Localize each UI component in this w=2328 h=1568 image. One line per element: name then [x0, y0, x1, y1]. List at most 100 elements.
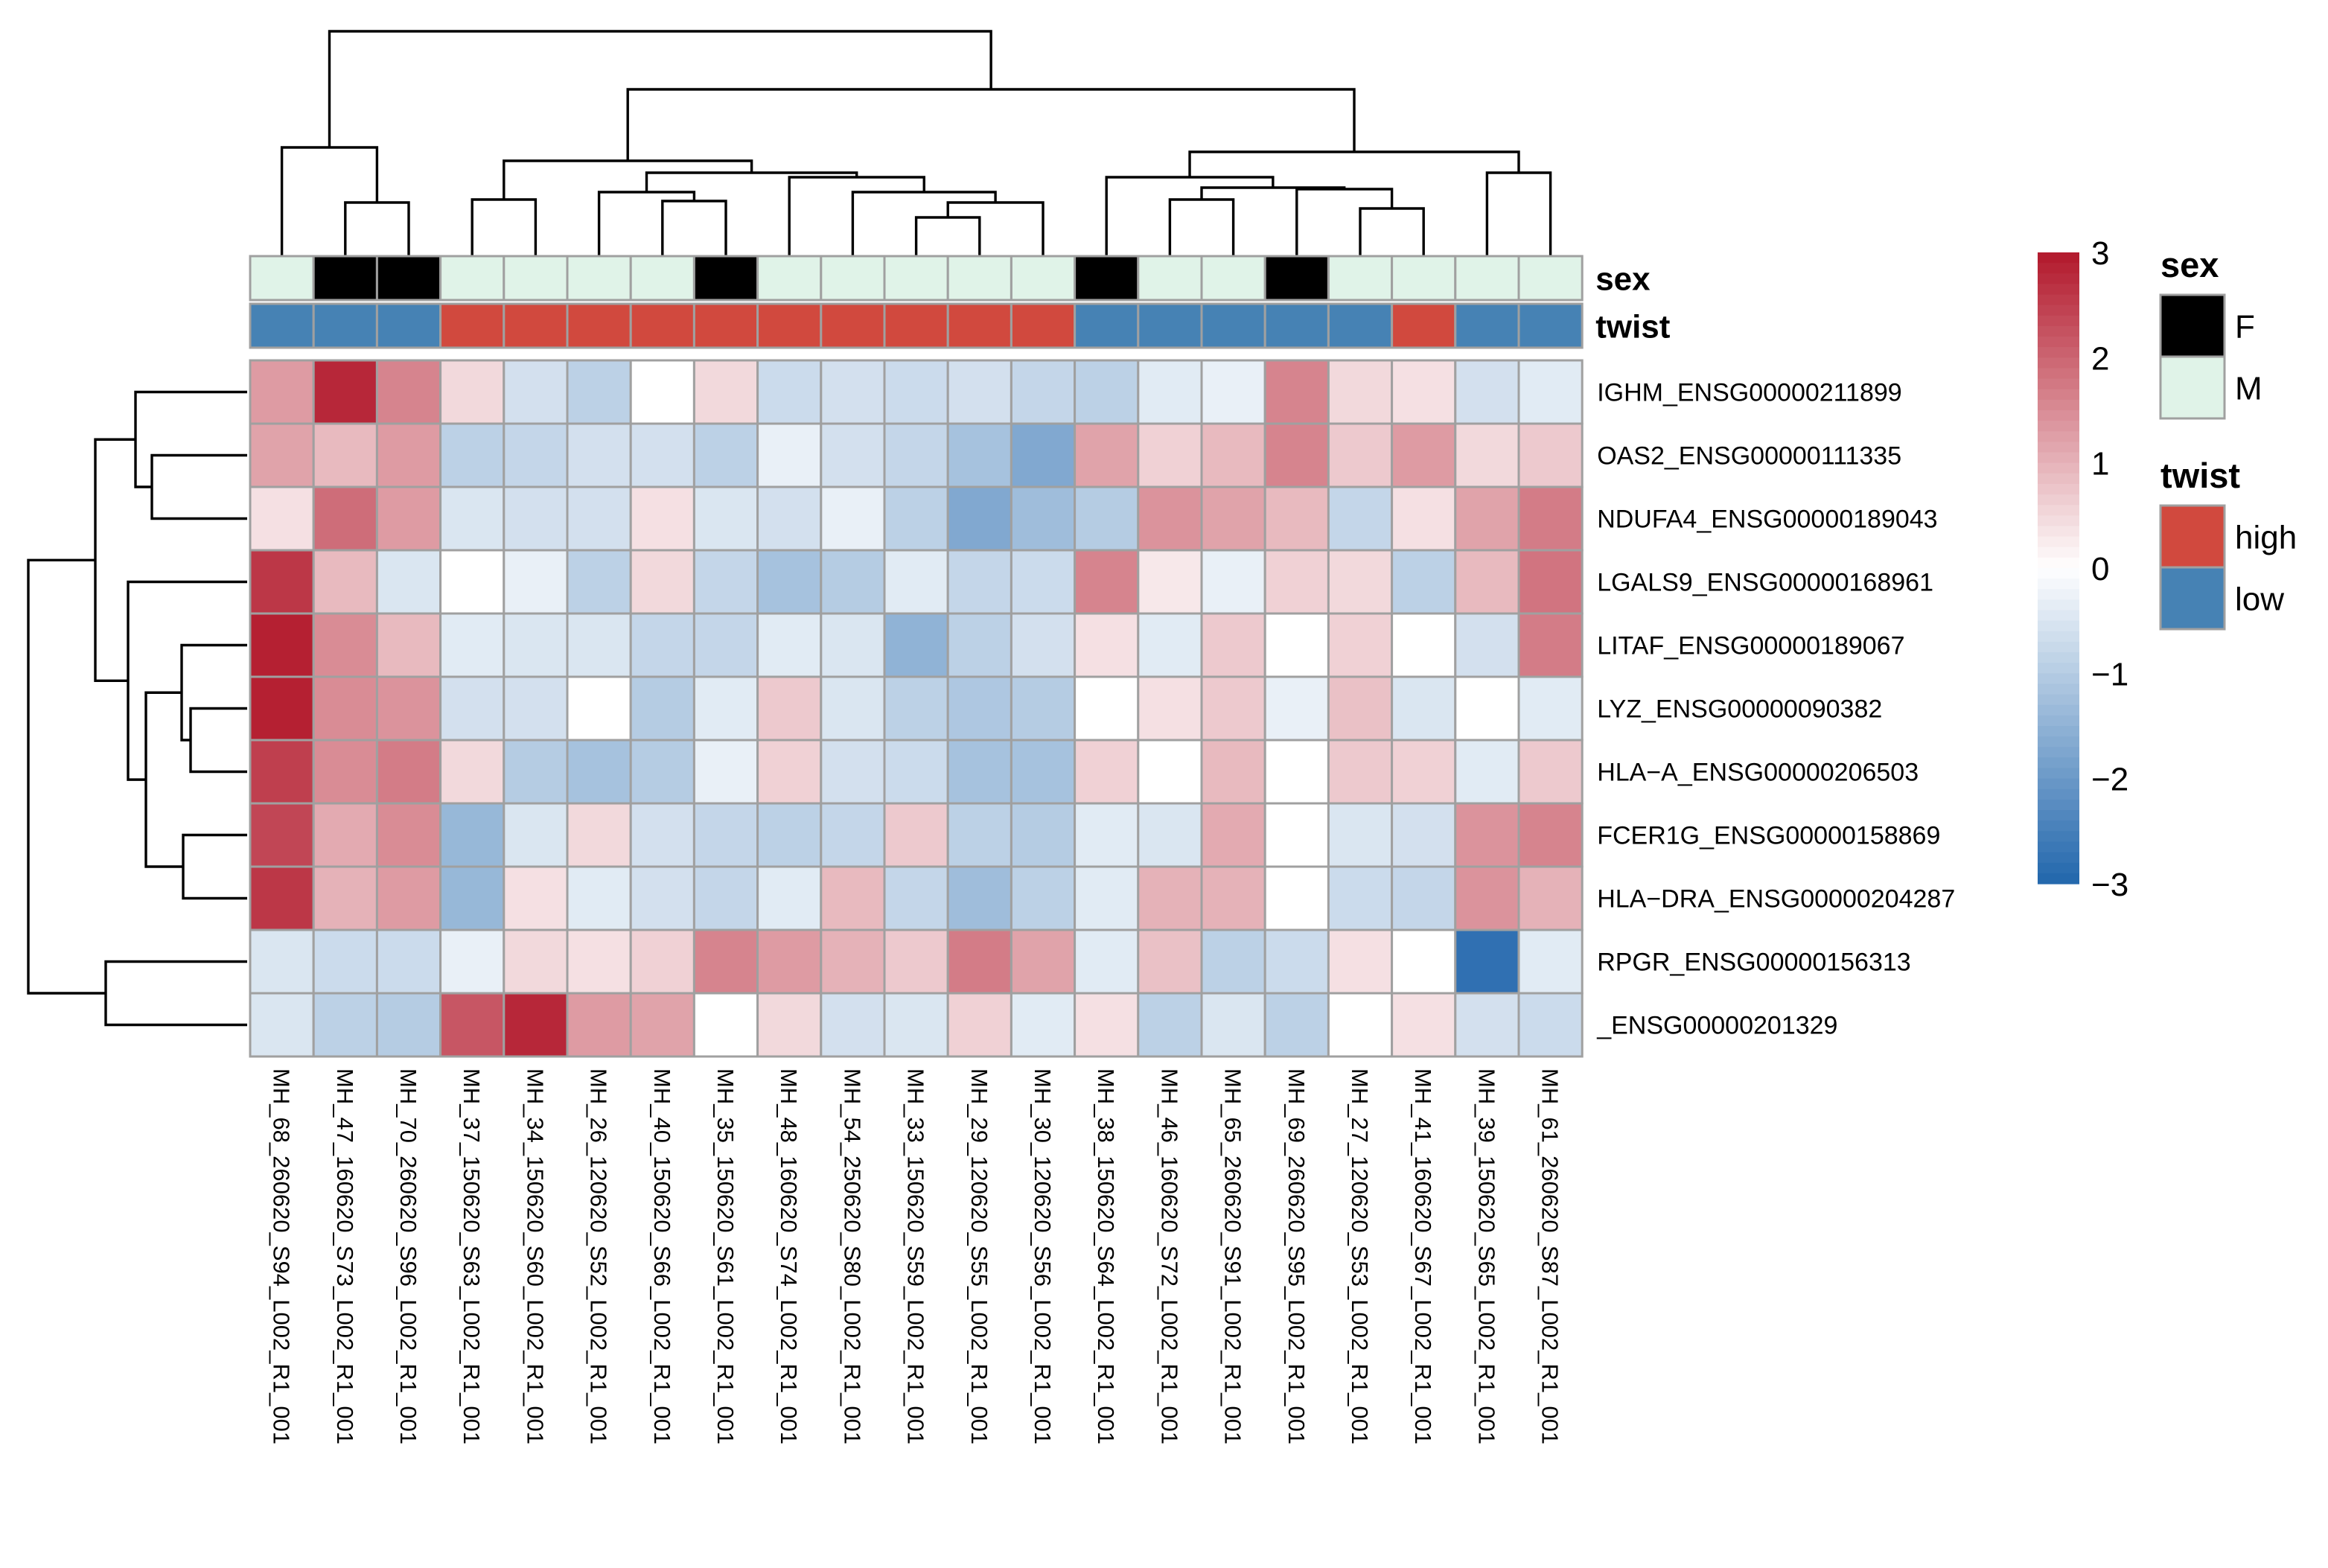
heat-cell-r1-c6 [629, 422, 695, 488]
heat-cell-r4-c19 [1454, 612, 1520, 678]
colorbar-segment-25 [2038, 515, 2079, 527]
heat-cell-r6-c4 [503, 739, 569, 805]
heat-cell-r8-c1 [312, 865, 378, 931]
heat-cell-r5-c11 [946, 675, 1012, 742]
sex-legend-label-F: F [2235, 309, 2255, 345]
heat-cell-r10-c19 [1454, 992, 1520, 1058]
heat-cell-r1-c18 [1391, 422, 1457, 488]
colorbar-segment-30 [2038, 568, 2079, 579]
row-label-2: NDUFA4_ENSG00000189043 [1597, 506, 1937, 534]
colorbar-tick-4: −1 [2091, 656, 2128, 692]
heat-cell-r9-c20 [1517, 928, 1584, 995]
heat-cell-r0-c9 [820, 359, 886, 425]
heat-cell-r8-c5 [566, 865, 632, 931]
heat-cell-r6-c1 [312, 739, 378, 805]
heat-cell-r2-c9 [820, 485, 886, 552]
heat-cell-r5-c0 [249, 675, 315, 742]
heat-cell-r4-c11 [946, 612, 1012, 678]
colorbar-segment-52 [2038, 799, 2079, 811]
row-dendro-branch-m7 [94, 438, 135, 683]
heat-cell-r0-c14 [1137, 359, 1203, 425]
colorbar-segment-50 [2038, 778, 2079, 790]
row-dendro-branch-m4 [182, 833, 247, 900]
heat-cell-r6-c3 [439, 739, 506, 805]
colorbar-segment-0 [2038, 252, 2079, 264]
heat-cell-r6-c17 [1327, 739, 1394, 805]
heat-cell-r0-c15 [1200, 359, 1266, 425]
col-dendro-branch-n0 [344, 201, 410, 256]
heat-cell-r6-c10 [883, 739, 949, 805]
heat-cell-r3-c10 [883, 549, 949, 615]
twist-cell-13 [1074, 302, 1140, 349]
heat-cell-r2-c11 [946, 485, 1012, 552]
heat-cell-r7-c6 [629, 802, 695, 868]
heat-cell-r0-c3 [439, 359, 506, 425]
heat-cell-r0-c17 [1327, 359, 1394, 425]
column-label-2: MH_70_260620_S96_L002_R1_001 [395, 1068, 421, 1444]
heat-cell-r9-c3 [439, 928, 506, 995]
heat-cell-r10-c3 [439, 992, 506, 1058]
row-dendro-branch-m0 [150, 453, 247, 520]
col-dendro-branch-n16 [1485, 171, 1552, 256]
colorbar-segment-27 [2038, 536, 2079, 548]
heat-cell-r8-c17 [1327, 865, 1394, 931]
sex-cell-19 [1454, 255, 1520, 302]
heat-cell-r1-c16 [1263, 422, 1330, 488]
row-label-6: HLA−A_ENSG00000206503 [1597, 759, 1919, 787]
sex-cell-16 [1263, 255, 1330, 302]
row-label-5: LYZ_ENSG00000090382 [1597, 695, 1882, 724]
heat-cell-r3-c17 [1327, 549, 1394, 615]
heat-cell-r10-c5 [566, 992, 632, 1058]
column-dendrogram [280, 30, 1552, 256]
colorbar-segment-24 [2038, 505, 2079, 516]
heat-cell-r3-c20 [1517, 549, 1584, 615]
heat-cell-r5-c8 [756, 675, 823, 742]
heat-cell-r9-c6 [629, 928, 695, 995]
heat-cell-r3-c1 [312, 549, 378, 615]
heat-cell-r5-c10 [883, 675, 949, 742]
heat-cell-r8-c7 [692, 865, 759, 931]
heat-cell-r9-c12 [1010, 928, 1077, 995]
colorbar-segment-19 [2038, 452, 2079, 464]
heat-cell-r4-c14 [1137, 612, 1203, 678]
heat-cell-r3-c18 [1391, 549, 1457, 615]
heat-cell-r7-c3 [439, 802, 506, 868]
twist-cell-18 [1391, 302, 1457, 349]
heat-cell-r1-c4 [503, 422, 569, 488]
heat-cell-r10-c6 [629, 992, 695, 1058]
heat-cell-r7-c19 [1454, 802, 1520, 868]
heat-cell-r7-c7 [692, 802, 759, 868]
twist-cell-20 [1517, 302, 1584, 349]
color-scale-legend: 3 2 1 0 −1 −2 −3 [2038, 235, 2128, 903]
sex-cell-12 [1010, 255, 1077, 302]
heat-cell-r10-c20 [1517, 992, 1584, 1058]
twist-cell-1 [312, 302, 378, 349]
heat-cell-r1-c15 [1200, 422, 1266, 488]
heat-cell-r7-c10 [883, 802, 949, 868]
colorbar-tick-3: 0 [2091, 551, 2109, 587]
colorbar-segment-15 [2038, 410, 2079, 421]
col-dendro-branch-n2 [914, 216, 981, 256]
heat-cell-r8-c16 [1263, 865, 1330, 931]
colorbar-segment-7 [2038, 325, 2079, 337]
heat-cell-r2-c14 [1137, 485, 1203, 552]
colorbar-segment-36 [2038, 631, 2079, 643]
colorbar-segment-8 [2038, 337, 2079, 348]
column-label-6: MH_40_150620_S66_L002_R1_001 [649, 1068, 675, 1444]
heat-cell-r3-c19 [1454, 549, 1520, 615]
row-dendro-branch-m2 [189, 707, 247, 774]
column-label-5: MH_26_120620_S52_L002_R1_001 [586, 1068, 612, 1444]
heat-cell-r6-c16 [1263, 739, 1330, 805]
heat-cell-r5-c16 [1263, 675, 1330, 742]
heat-cell-r5-c3 [439, 675, 506, 742]
heat-cell-r5-c6 [629, 675, 695, 742]
col-dendro-branch-n10 [503, 159, 753, 200]
heat-cell-r5-c20 [1517, 675, 1584, 742]
heat-cell-r4-c1 [312, 612, 378, 678]
heat-cell-r1-c13 [1074, 422, 1140, 488]
heat-cell-r2-c7 [692, 485, 759, 552]
annotation-tracks [249, 255, 1584, 349]
heat-cell-r5-c4 [503, 675, 569, 742]
sex-cell-18 [1391, 255, 1457, 302]
heat-cell-r9-c11 [946, 928, 1012, 995]
